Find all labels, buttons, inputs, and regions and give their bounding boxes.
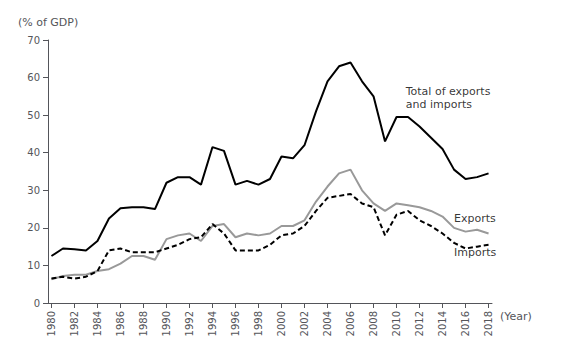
svg-text:2004: 2004	[322, 311, 333, 336]
svg-text:Total of exports: Total of exports	[405, 85, 491, 98]
svg-text:2014: 2014	[437, 311, 448, 336]
svg-text:(% of GDP): (% of GDP)	[18, 16, 78, 29]
svg-text:2008: 2008	[368, 311, 379, 336]
svg-text:70: 70	[27, 35, 40, 46]
svg-text:0: 0	[34, 298, 40, 309]
svg-text:2012: 2012	[414, 311, 425, 336]
svg-text:Imports: Imports	[454, 246, 497, 259]
svg-text:1990: 1990	[161, 311, 172, 336]
svg-text:2016: 2016	[460, 311, 471, 336]
svg-text:Exports: Exports	[454, 212, 496, 225]
svg-text:1982: 1982	[69, 311, 80, 336]
svg-text:and imports: and imports	[406, 98, 473, 111]
svg-text:1986: 1986	[115, 311, 126, 336]
svg-text:2002: 2002	[299, 311, 310, 336]
svg-text:1994: 1994	[207, 311, 218, 336]
svg-text:1996: 1996	[230, 311, 241, 336]
svg-text:2018: 2018	[483, 311, 494, 336]
svg-text:2006: 2006	[345, 311, 356, 336]
svg-text:40: 40	[27, 147, 40, 158]
svg-text:1984: 1984	[92, 311, 103, 336]
svg-text:2010: 2010	[391, 311, 402, 336]
svg-text:1992: 1992	[184, 311, 195, 336]
svg-text:(Year): (Year)	[500, 310, 532, 323]
svg-text:50: 50	[27, 110, 40, 121]
svg-text:60: 60	[27, 72, 40, 83]
svg-text:1998: 1998	[253, 311, 264, 336]
svg-text:30: 30	[27, 185, 40, 196]
svg-text:1980: 1980	[46, 311, 57, 336]
svg-text:1988: 1988	[138, 311, 149, 336]
svg-text:10: 10	[27, 260, 40, 271]
svg-text:2000: 2000	[276, 311, 287, 336]
svg-text:20: 20	[27, 222, 40, 233]
